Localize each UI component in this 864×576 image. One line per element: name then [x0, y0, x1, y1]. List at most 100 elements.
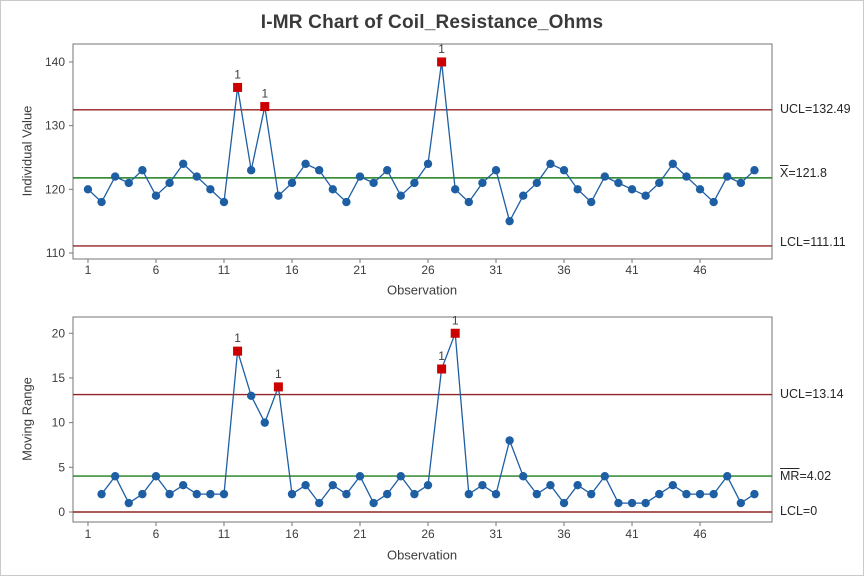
- i-chart-data-point[interactable]: [192, 172, 201, 181]
- i-chart-data-point[interactable]: [151, 191, 161, 200]
- mr-chart-out-of-control-marker[interactable]: [273, 382, 283, 392]
- i-chart-data-point[interactable]: [138, 166, 147, 175]
- mr-chart-data-point[interactable]: [165, 489, 174, 499]
- i-chart-data-point[interactable]: [532, 178, 542, 188]
- mr-chart-data-point[interactable]: [124, 498, 133, 508]
- mr-chart-data-point[interactable]: [600, 472, 610, 481]
- i-chart-data-point[interactable]: [491, 166, 501, 175]
- mr-chart-data-point[interactable]: [342, 489, 351, 499]
- mr-chart-out-of-control-marker[interactable]: [437, 364, 447, 374]
- mr-chart-data-point[interactable]: [355, 472, 365, 481]
- i-chart-data-point[interactable]: [355, 172, 365, 181]
- mr-chart-data-point[interactable]: [423, 480, 433, 490]
- i-chart-data-point[interactable]: [246, 166, 256, 175]
- mr-chart-data-point[interactable]: [260, 418, 269, 427]
- i-chart-data-point[interactable]: [274, 191, 283, 200]
- mr-chart-data-point[interactable]: [614, 498, 623, 508]
- i-chart-data-point[interactable]: [301, 159, 310, 169]
- i-chart-data-point[interactable]: [709, 197, 718, 207]
- i-chart-data-point[interactable]: [383, 166, 392, 175]
- i-chart-data-point[interactable]: [342, 197, 351, 207]
- i-chart-data-point[interactable]: [287, 178, 297, 188]
- mr-chart-data-point[interactable]: [546, 480, 555, 490]
- i-chart-out-of-control-marker[interactable]: [437, 57, 447, 67]
- i-chart-data-point[interactable]: [614, 178, 623, 188]
- mr-chart-data-point[interactable]: [668, 480, 678, 490]
- i-chart-data-point[interactable]: [723, 172, 732, 181]
- i-chart-data-point[interactable]: [750, 166, 759, 175]
- mr-chart-data-point[interactable]: [410, 489, 419, 499]
- mr-chart-data-point[interactable]: [532, 489, 542, 499]
- mr-chart-data-point[interactable]: [314, 498, 324, 508]
- i-chart-data-point[interactable]: [124, 178, 133, 188]
- mr-chart-data-point[interactable]: [110, 472, 120, 481]
- mr-chart-data-point[interactable]: [587, 489, 596, 499]
- i-chart-data-point[interactable]: [396, 191, 406, 200]
- mr-chart-data-point[interactable]: [695, 489, 705, 499]
- i-chart-data-point[interactable]: [627, 185, 637, 194]
- i-chart-out-of-control-marker[interactable]: [260, 102, 270, 112]
- i-chart-data-point[interactable]: [110, 172, 120, 181]
- i-chart-out-of-control-marker[interactable]: [233, 82, 243, 92]
- mr-chart-data-point[interactable]: [464, 489, 474, 499]
- i-chart-data-point[interactable]: [410, 178, 419, 188]
- i-chart-data-point[interactable]: [206, 185, 215, 194]
- mr-chart-data-point[interactable]: [383, 489, 392, 499]
- i-chart-data-point[interactable]: [546, 159, 555, 169]
- i-chart-data-point[interactable]: [736, 178, 746, 188]
- mr-chart-data-point[interactable]: [682, 489, 691, 499]
- mr-chart-data-point[interactable]: [573, 480, 582, 490]
- i-chart-data-point[interactable]: [505, 216, 514, 226]
- mr-chart-data-point[interactable]: [627, 498, 637, 508]
- i-chart-data-point[interactable]: [83, 185, 93, 194]
- i-chart-data-point[interactable]: [328, 185, 337, 194]
- i-chart-data-point[interactable]: [655, 178, 664, 188]
- mr-chart-data-point[interactable]: [151, 472, 161, 481]
- mr-chart-data-point[interactable]: [736, 498, 746, 508]
- mr-chart-data-point[interactable]: [641, 498, 650, 508]
- i-chart-data-point[interactable]: [559, 166, 569, 175]
- mr-chart-data-point[interactable]: [709, 489, 718, 499]
- mr-chart-data-point[interactable]: [328, 480, 337, 490]
- i-chart-data-point[interactable]: [314, 166, 324, 175]
- i-chart-data-point[interactable]: [695, 185, 705, 194]
- mr-chart-out-of-control-marker[interactable]: [450, 328, 460, 338]
- mr-chart-data-point[interactable]: [478, 480, 487, 490]
- i-chart-data-point[interactable]: [600, 172, 610, 181]
- i-chart-data-point[interactable]: [97, 197, 106, 207]
- mr-chart-data-point[interactable]: [369, 498, 378, 508]
- mr-chart-data-point[interactable]: [396, 472, 406, 481]
- mr-chart-data-point[interactable]: [505, 436, 514, 445]
- i-chart-data-point[interactable]: [165, 178, 174, 188]
- i-chart-data-point[interactable]: [641, 191, 650, 200]
- i-chart-data-point[interactable]: [369, 178, 378, 188]
- i-chart-data-point[interactable]: [587, 197, 596, 207]
- mr-chart-out-of-control-marker[interactable]: [233, 346, 243, 356]
- mr-chart-data-point[interactable]: [491, 489, 501, 499]
- mr-chart-data-point[interactable]: [287, 489, 297, 499]
- i-chart-data-point[interactable]: [464, 197, 474, 207]
- mr-chart-data-point[interactable]: [97, 489, 106, 499]
- i-chart-data-point[interactable]: [573, 185, 582, 194]
- i-chart-data-point[interactable]: [682, 172, 691, 181]
- mr-chart-data-point[interactable]: [723, 472, 732, 481]
- mr-chart-data-point[interactable]: [138, 489, 147, 499]
- i-chart-data-point[interactable]: [423, 159, 433, 169]
- mr-chart-data-point[interactable]: [750, 489, 759, 499]
- mr-chart-data-point[interactable]: [655, 489, 664, 499]
- i-chart-data-point[interactable]: [178, 159, 188, 169]
- i-chart-data-point[interactable]: [451, 185, 460, 194]
- mr-chart-data-point[interactable]: [206, 489, 215, 499]
- mr-chart-data-point[interactable]: [559, 498, 569, 508]
- i-chart-data-point[interactable]: [478, 178, 487, 188]
- mr-chart-data-point[interactable]: [219, 489, 229, 499]
- mr-chart-data-point[interactable]: [178, 480, 188, 490]
- i-chart-data-point[interactable]: [668, 159, 678, 169]
- mr-chart-data-point[interactable]: [519, 472, 528, 481]
- mr-chart-data-point[interactable]: [301, 480, 310, 490]
- mr-chart-data-point[interactable]: [192, 489, 201, 499]
- i-chart-data-point[interactable]: [519, 191, 528, 200]
- i-chart-data-point[interactable]: [219, 197, 229, 207]
- mr-chart-data-point[interactable]: [246, 391, 256, 401]
